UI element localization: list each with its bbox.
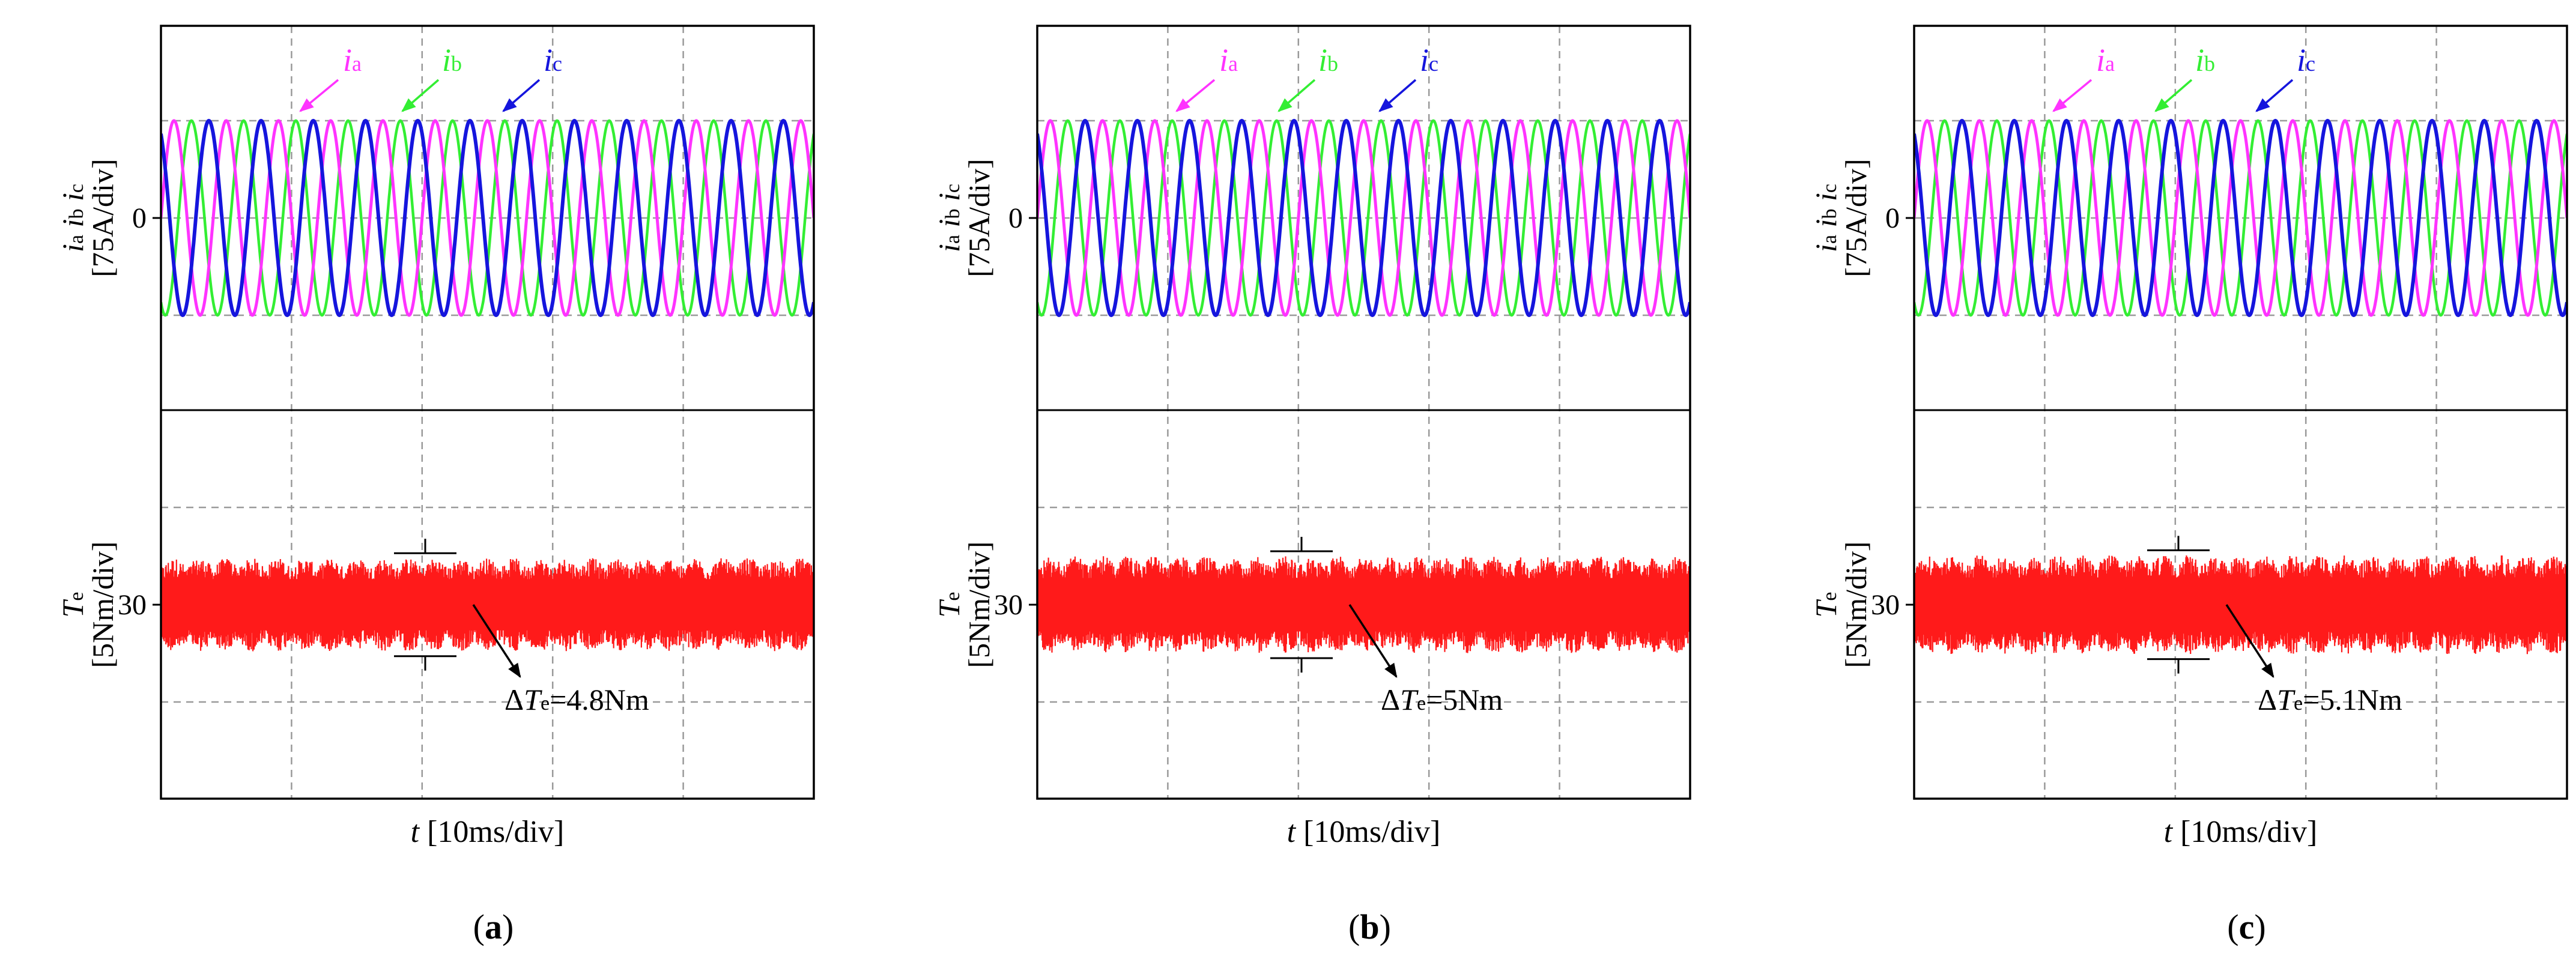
panel-label: (c) bbox=[2227, 907, 2265, 946]
legend-arrow-ia bbox=[1175, 79, 1216, 112]
ripple-annotation: ΔTe=5.1Nm bbox=[2258, 683, 2402, 716]
tick-label-torque-30: 30 bbox=[1871, 589, 1900, 621]
tick-label-current-zero: 0 bbox=[1885, 202, 1900, 234]
y-axis-label-torque-var: Te bbox=[56, 592, 89, 618]
legend-label-ia: ia bbox=[1219, 42, 1238, 78]
tick-label-torque-30: 30 bbox=[118, 589, 147, 621]
legend-label-ib: ib bbox=[2195, 42, 2215, 78]
grid bbox=[1037, 26, 1690, 799]
legend-arrow-ia bbox=[2052, 79, 2093, 112]
panel-label: (a) bbox=[473, 907, 514, 946]
torque-trace bbox=[1914, 555, 2567, 655]
series-ic-line bbox=[1914, 118, 2567, 318]
torque-band-core bbox=[1037, 578, 1690, 632]
tick-label-torque-30: 30 bbox=[994, 589, 1023, 621]
y-axis-label-torque-var: Te bbox=[932, 592, 966, 618]
series-te-line bbox=[1914, 555, 2567, 655]
plot-frame bbox=[1913, 25, 2568, 800]
current-traces bbox=[1914, 118, 2567, 318]
y-axis-label-torque-unit: [5Nm/div] bbox=[86, 541, 120, 668]
plot-frame bbox=[160, 25, 815, 800]
current-traces bbox=[1037, 118, 1690, 318]
series-ic-line bbox=[161, 118, 814, 318]
tick-label-current-zero: 0 bbox=[1008, 202, 1023, 234]
series-ia-line bbox=[1037, 119, 1690, 317]
ripple-annotation-arrow bbox=[2225, 604, 2274, 679]
torque-band-core bbox=[1914, 577, 2567, 632]
x-axis-label: t [10ms/div] bbox=[1287, 815, 1441, 849]
y-axis-label-torque-unit: [5Nm/div] bbox=[1839, 541, 1873, 668]
plot-frame bbox=[1036, 25, 1691, 800]
ripple-annotation: ΔTe=4.8Nm bbox=[505, 683, 649, 716]
legend-label-ic: ic bbox=[1420, 42, 1438, 78]
legend-arrow-ia bbox=[299, 79, 339, 112]
current-traces bbox=[161, 118, 814, 318]
legend-label-ic: ic bbox=[544, 42, 562, 78]
ripple-marker bbox=[394, 539, 456, 671]
series-te-line bbox=[161, 558, 814, 652]
legend-arrow-ib bbox=[2154, 79, 2193, 112]
legend-label-ia: ia bbox=[2096, 42, 2115, 78]
ripple-annotation-arrow bbox=[472, 604, 521, 679]
legend-label-ib: ib bbox=[1318, 42, 1338, 78]
legend-arrow-ic bbox=[2255, 79, 2294, 112]
torque-band-core bbox=[161, 579, 814, 631]
series-ia-line bbox=[1914, 119, 2567, 317]
y-axis-label-current-vars: ia ib ic bbox=[932, 184, 966, 252]
x-axis-label: t [10ms/div] bbox=[411, 815, 565, 849]
ripple-annotation-arrow bbox=[1348, 604, 1398, 679]
y-axis-label-current-unit: [75A/div] bbox=[86, 159, 120, 277]
legend-arrow-ib bbox=[1277, 79, 1316, 112]
series-ia-line bbox=[161, 119, 814, 317]
series-ic-line bbox=[1037, 118, 1690, 318]
ripple-marker bbox=[1270, 537, 1333, 673]
panel-label: (b) bbox=[1348, 907, 1391, 946]
y-axis-label-current-unit: [75A/div] bbox=[1839, 159, 1873, 277]
x-axis-label: t [10ms/div] bbox=[2164, 815, 2318, 849]
y-axis-label-current-unit: [75A/div] bbox=[962, 159, 996, 277]
legend-label-ic: ic bbox=[2297, 42, 2315, 78]
legend-label-ib: ib bbox=[442, 42, 462, 78]
y-axis-label-torque-var: Te bbox=[1809, 592, 1843, 618]
legend-arrow-ic bbox=[502, 79, 541, 112]
grid bbox=[1914, 26, 2567, 799]
y-axis-label-torque-unit: [5Nm/div] bbox=[962, 541, 996, 668]
legend-label-ia: ia bbox=[343, 42, 362, 78]
y-axis-label-current-vars: ia ib ic bbox=[56, 184, 89, 252]
torque-trace bbox=[161, 558, 814, 652]
ripple-annotation: ΔTe=5Nm bbox=[1381, 683, 1503, 716]
ripple-marker bbox=[2147, 536, 2210, 674]
legend-arrow-ib bbox=[401, 79, 440, 112]
grid bbox=[161, 26, 814, 799]
legend-arrow-ic bbox=[1378, 79, 1417, 112]
tick-label-current-zero: 0 bbox=[132, 202, 147, 234]
y-axis-label-current-vars: ia ib ic bbox=[1809, 184, 1843, 252]
